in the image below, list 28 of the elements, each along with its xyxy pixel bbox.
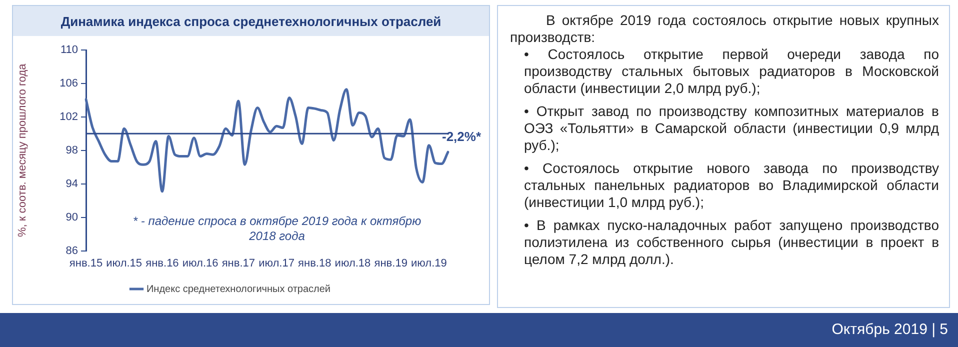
y-tick-label: 98	[66, 144, 78, 156]
y-axis-title: %, к соотв. месяцу прошлого года	[16, 62, 29, 237]
annotation: -2,2%*	[442, 129, 482, 144]
x-tick-label: июл.16	[182, 257, 218, 270]
annotation: * - падение спроса в октябре 2019 года к октябрю 2018 года	[132, 214, 422, 243]
text: Октябрь 2019 | 5	[832, 321, 948, 338]
x-tick-label: янв.19	[374, 257, 408, 270]
text: • В рамках пуско-наладочных работ запущено производство полиэтилена из собственного сырья (инвестиции в проект в целом 7,2 млрд долл.).	[524, 217, 939, 268]
x-tick-label: янв.17	[222, 257, 256, 270]
x-tick-label: янв.18	[298, 257, 332, 270]
text: • Открыт завод по производству композитных материалов в ОЭЗ «Тольятти» в Самарской области (инвестиции 0,9 млрд руб.);	[524, 103, 939, 154]
legend-label: Индекс среднетехнологичных отраслей	[146, 284, 331, 295]
text: • Состоялось открытие первой очереди завода по производству стальных бытовых радиаторов в Московской области (инвестиции 2,0 млрд руб.);	[524, 46, 939, 97]
y-tick-label: 106	[60, 78, 78, 90]
y-tick-label: 86	[66, 244, 78, 257]
y-tick-label: 102	[60, 110, 78, 123]
text: • Состоялось открытие нового завода по производству стальных панельных радиаторов во Владимирской области (инвестиции 1,0 млрд руб.);	[524, 160, 939, 211]
y-tick-label: 94	[66, 178, 78, 190]
x-tick-label: июл.17	[258, 257, 294, 270]
x-tick-label: июл.19	[411, 257, 447, 270]
y-tick-label: 110	[60, 44, 78, 56]
y-tick-label: 90	[66, 211, 78, 224]
x-tick-label: янв.16	[146, 257, 179, 270]
x-tick-label: июл.18	[334, 257, 371, 270]
x-tick-label: янв.15	[69, 257, 103, 270]
chart-title: Динамика индекса спроса среднетехнологичных отраслей	[13, 6, 489, 36]
text: В октябре 2019 года состоялось открытие новых крупных производств:	[510, 12, 939, 46]
x-tick-label: июл.15	[106, 257, 142, 270]
